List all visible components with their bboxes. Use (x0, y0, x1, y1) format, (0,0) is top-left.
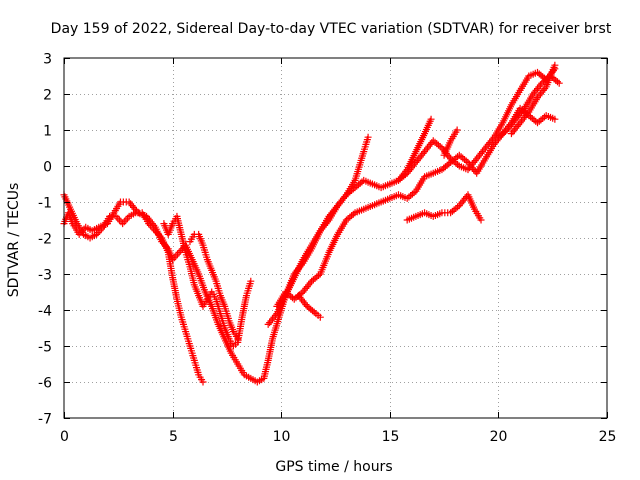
y-tick-label: -4 (38, 304, 52, 320)
x-tick-label: 10 (273, 429, 291, 445)
x-tick-label: 20 (490, 429, 508, 445)
data-point-marker (115, 216, 123, 224)
data-point-marker (122, 216, 130, 224)
data-point-marker (114, 214, 122, 222)
y-tick-label: -6 (38, 376, 52, 392)
x-tick-label: 5 (169, 429, 178, 445)
data-point-marker (120, 218, 128, 226)
data-point-marker (175, 248, 183, 256)
data-point-marker (453, 126, 461, 134)
x-axis-label: GPS time / hours (275, 459, 392, 475)
data-point-marker (119, 220, 127, 228)
data-point-marker (173, 250, 181, 258)
x-tick-label: 0 (60, 429, 69, 445)
y-tick-label: 0 (43, 160, 52, 176)
data-point-marker (199, 378, 207, 386)
data-point-marker (555, 79, 563, 87)
y-tick-label: 2 (43, 88, 52, 104)
data-point-marker (427, 115, 435, 123)
data-point-marker (477, 216, 485, 224)
y-axis-label: SDTVAR / TECUs (6, 183, 22, 298)
data-points (60, 61, 563, 386)
data-point-marker (551, 115, 559, 123)
y-tick-label: -5 (38, 340, 52, 356)
data-point-marker (316, 313, 324, 321)
data-point-marker (364, 133, 372, 141)
y-tick-label: 1 (43, 124, 52, 140)
y-tick-label: -7 (38, 412, 52, 428)
y-tick-label: 3 (43, 52, 52, 68)
y-tick-label: -3 (38, 268, 52, 284)
chart-title: Day 159 of 2022, Sidereal Day-to-day VTE… (51, 21, 612, 37)
data-point-marker (234, 335, 242, 343)
data-point-marker (551, 61, 559, 69)
y-tick-label: -2 (38, 232, 52, 248)
x-tick-label: 25 (599, 429, 617, 445)
y-tick-label: -1 (38, 196, 52, 212)
x-tick-label: 15 (382, 429, 400, 445)
data-point-marker (247, 277, 255, 285)
